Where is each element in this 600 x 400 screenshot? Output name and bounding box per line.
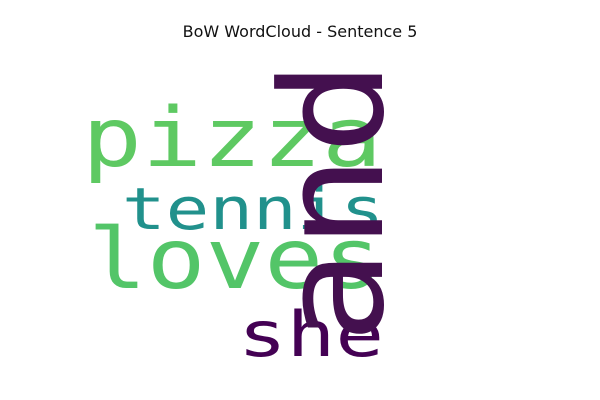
chart-title: BoW WordCloud - Sentence 5 bbox=[182, 22, 418, 41]
word-she: she bbox=[238, 298, 384, 371]
word-tennis: tennis bbox=[122, 175, 384, 243]
word-pizza: pizza bbox=[82, 91, 382, 186]
word-loves: loves bbox=[88, 210, 382, 308]
word-and: and bbox=[251, 60, 416, 344]
